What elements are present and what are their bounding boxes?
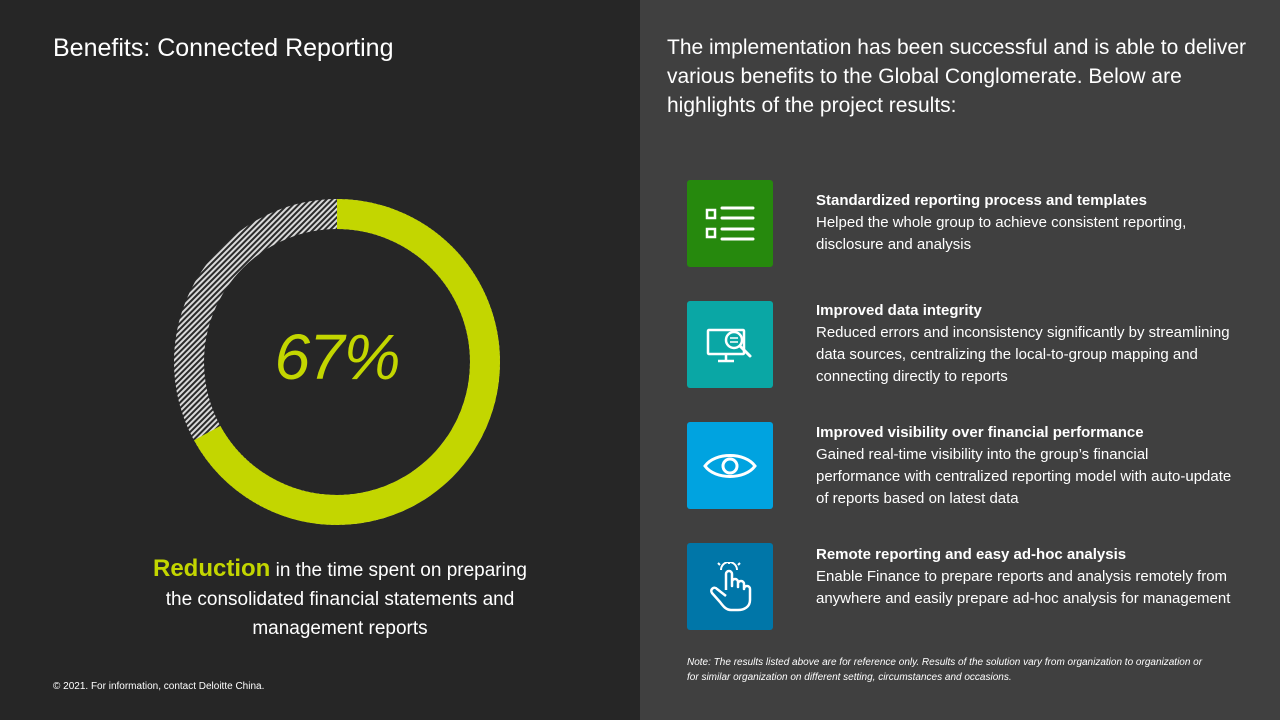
benefit-title: Improved data integrity bbox=[816, 302, 982, 319]
benefit-item-remote-reporting: Remote reporting and easy ad-hoc analysi… bbox=[816, 544, 1236, 610]
benefit-title: Standardized reporting process and templ… bbox=[816, 192, 1147, 209]
disclaimer-note: Note: The results listed above are for r… bbox=[687, 657, 1203, 683]
caption-highlight: Reduction bbox=[153, 555, 271, 582]
ring-progress-arc bbox=[174, 199, 500, 525]
monitor-search-icon-tile bbox=[687, 301, 773, 388]
progress-ring bbox=[174, 199, 500, 525]
benefit-item-standardized: Standardized reporting process and templ… bbox=[816, 190, 1236, 256]
metric-caption: Reduction in the time spent on preparing… bbox=[100, 554, 580, 643]
benefit-description: Gained real-time visibility into the gro… bbox=[816, 446, 1232, 507]
touch-hand-icon-tile bbox=[687, 543, 773, 630]
copyright-footer: © 2021. For information, contact Deloitt… bbox=[53, 681, 265, 692]
eye-icon-tile bbox=[687, 422, 773, 509]
benefit-item-visibility: Improved visibility over financial perfo… bbox=[816, 422, 1236, 510]
monitor-search-icon bbox=[706, 328, 752, 362]
benefit-title: Remote reporting and easy ad-hoc analysi… bbox=[816, 546, 1127, 563]
caption-line-2: the consolidated financial statements an… bbox=[165, 589, 515, 610]
left-panel bbox=[0, 0, 640, 720]
touch-hand-icon bbox=[710, 561, 752, 611]
caption-line-1: in the time spent on preparing bbox=[270, 560, 527, 581]
checklist-icon bbox=[705, 206, 755, 240]
intro-text: The implementation has been successful a… bbox=[667, 36, 1246, 117]
eye-icon bbox=[703, 453, 757, 478]
reduction-percentage: 67% bbox=[274, 321, 400, 393]
benefit-item-data-integrity: Improved data integrity Reduced errors a… bbox=[816, 300, 1236, 388]
benefit-description: Helped the whole group to achieve consis… bbox=[816, 214, 1187, 253]
benefit-title: Improved visibility over financial perfo… bbox=[816, 424, 1144, 441]
checklist-icon-tile bbox=[687, 180, 773, 267]
benefit-description: Enable Finance to prepare reports and an… bbox=[816, 568, 1231, 607]
slide-title: Benefits: Connected Reporting bbox=[53, 34, 394, 62]
benefit-description: Reduced errors and inconsistency signifi… bbox=[816, 324, 1230, 385]
caption-line-3: management reports bbox=[252, 618, 428, 639]
